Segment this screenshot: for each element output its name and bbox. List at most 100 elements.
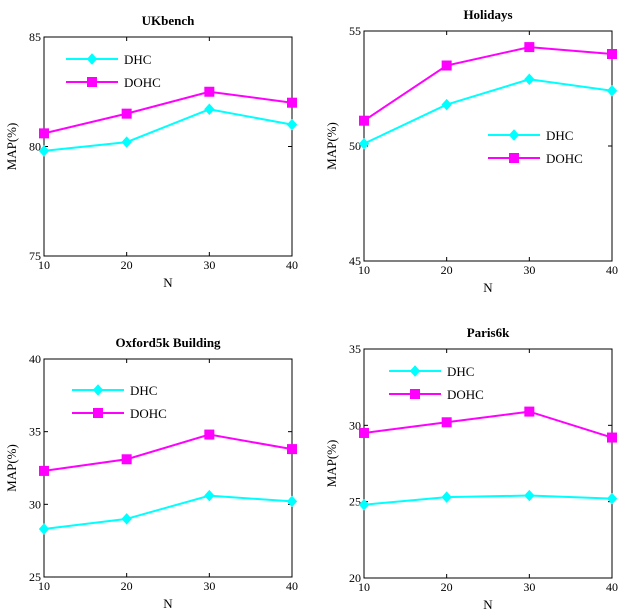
x-tick-label: 10 [38,258,50,272]
x-tick-label: 20 [121,258,133,272]
series-dhc [38,489,298,535]
y-axis-label: MAP(%) [4,444,19,492]
subplot-1: UKbench 10 20 30 40 75 80 85 N MAP(%) DHC DOHC [4,13,298,290]
data-point [204,429,215,440]
legend-label: DOHC [130,406,167,421]
x-axis-label: N [163,275,173,290]
data-point [441,491,452,503]
y-tick-label: 80 [29,140,41,154]
x-tick-label: 40 [606,263,618,277]
data-point [121,454,132,465]
y-tick-label: 75 [29,249,41,263]
series-line [363,410,613,439]
x-axis-label: N [483,280,493,295]
series-line [43,90,293,135]
subplot-2: Holidays 10 20 30 40 45 50 55 N MAP(%) DHC DOHC [324,7,618,295]
series-dohc [39,86,297,139]
legend-label: DHC [447,364,474,379]
chart-title: Holidays [463,7,512,22]
chart-title: Paris6k [467,325,510,340]
axes-box [363,348,613,579]
data-point [607,49,617,59]
data-point [286,495,298,508]
y-tick-label: 45 [349,254,361,268]
data-point [524,489,535,502]
data-point [358,498,370,511]
series-line [363,78,613,145]
data-point [39,128,49,139]
y-tick-label: 35 [29,425,41,439]
legend: DHC DOHC [72,383,167,421]
series-line [363,494,613,506]
series-line [43,433,293,472]
data-point [359,115,369,126]
x-tick-label: 20 [121,579,133,593]
legend-label: DOHC [546,151,583,166]
y-axis-label: MAP(%) [324,440,339,488]
series-dohc [359,42,617,126]
y-tick-label: 25 [29,570,41,584]
y-tick-label: 55 [349,24,361,38]
data-point [287,97,297,108]
series-dohc [39,429,297,476]
data-point [524,406,535,417]
x-tick-label: 40 [286,579,298,593]
x-tick-label: 20 [441,263,453,277]
legend-label: DHC [546,128,573,143]
x-tick-label: 30 [203,258,215,272]
x-tick-label: 30 [523,580,535,594]
legend-marker [410,389,420,399]
data-point [524,73,535,86]
legend-marker [509,153,519,163]
series-dhc [38,103,298,157]
data-point [121,108,132,119]
data-point [121,136,132,148]
legend-label: DOHC [447,387,484,402]
x-tick-label: 10 [38,579,50,593]
x-tick-label: 20 [441,580,453,594]
axes-box [43,358,293,578]
y-tick-label: 30 [29,497,41,511]
chart-title: Oxford5k Building [115,335,221,350]
data-point [524,42,535,53]
subplot-3: Oxford5k Building 10 20 30 40 25 30 35 40 N MAP(%)… [4,335,298,611]
data-point [358,137,370,150]
y-axis-label: MAP(%) [4,123,19,171]
x-axis-label: N [163,596,173,611]
chart-title: UKbench [142,13,196,28]
y-tick-label: 40 [29,352,41,366]
series-dhc [358,489,618,511]
y-tick-label: 85 [29,30,41,44]
y-tick-label: 25 [349,495,361,509]
x-tick-label: 10 [358,263,370,277]
legend: DHC DOHC [488,128,583,166]
y-tick-label: 35 [349,342,361,356]
legend-marker [86,53,98,65]
legend-label: DHC [124,52,151,67]
data-point [286,118,298,131]
legend-marker [508,129,520,141]
legend: DHC DOHC [66,52,161,90]
legend: DHC DOHC [389,364,484,402]
x-tick-label: 40 [286,258,298,272]
y-tick-label: 50 [349,139,361,153]
y-tick-label: 30 [349,418,361,432]
y-tick-label: 20 [349,571,361,585]
x-axis-label: N [483,597,493,612]
legend-marker [409,365,421,377]
x-tick-label: 30 [203,579,215,593]
data-point [441,60,452,71]
data-point [606,492,618,505]
series-line [43,494,293,531]
data-point [204,86,215,97]
x-tick-label: 30 [523,263,535,277]
data-point [287,444,297,455]
legend-marker [87,77,97,87]
series-dhc [358,73,618,150]
y-axis-label: MAP(%) [324,122,339,170]
data-point [121,513,132,525]
legend-marker [93,408,103,418]
legend-label: DHC [130,383,157,398]
